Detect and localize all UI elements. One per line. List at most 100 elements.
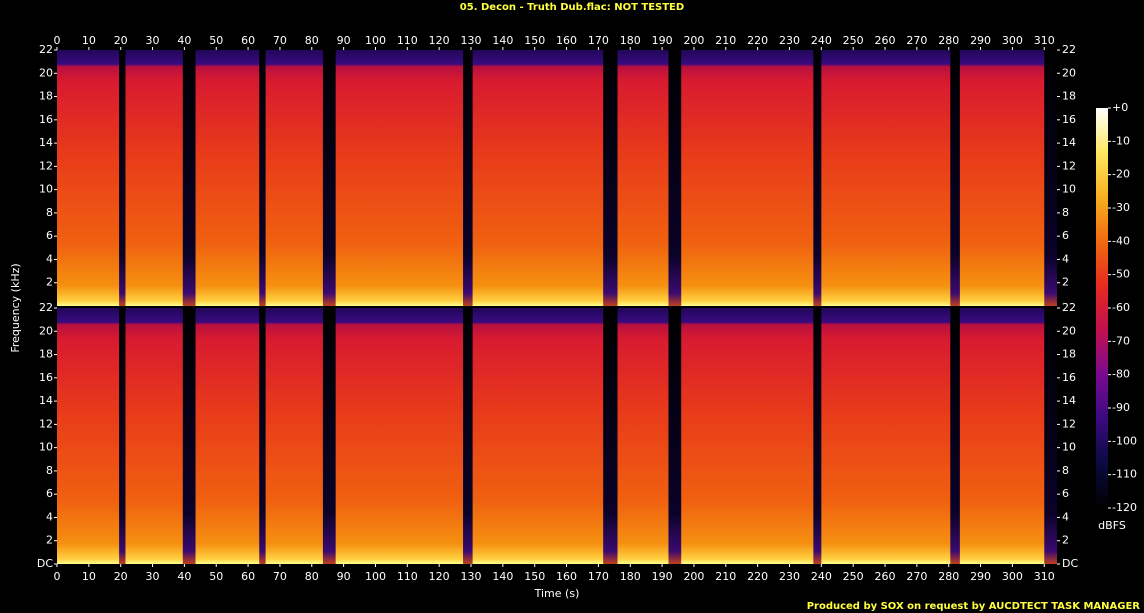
silence xyxy=(259,50,266,306)
y-tick-label: 16 xyxy=(39,371,53,384)
y-tick-label-right: 10 xyxy=(1062,441,1076,454)
silence xyxy=(950,50,960,306)
x-tick-label: 180 xyxy=(620,570,641,583)
x-tick-label-top: 240 xyxy=(811,34,832,47)
x-tick-label: 140 xyxy=(492,570,513,583)
x-tick-label: 50 xyxy=(209,570,223,583)
x-tick-label: 100 xyxy=(365,570,386,583)
y-tick-label-right: 2 xyxy=(1062,276,1069,289)
x-tick-label-top: 230 xyxy=(779,34,800,47)
colorbar-tick-label: -70 xyxy=(1112,334,1130,347)
x-tick-label: 60 xyxy=(241,570,255,583)
y-tick-label-right: 6 xyxy=(1062,229,1069,242)
y-tick-label: 2 xyxy=(46,534,53,547)
y-tick-label: 14 xyxy=(39,136,53,149)
x-tick-label-top: 250 xyxy=(843,34,864,47)
colorbar-tick-label: -10 xyxy=(1112,134,1130,147)
footer: Produced by SOX on request by AUCDTECT T… xyxy=(807,601,1141,612)
y-tick-label: 16 xyxy=(39,113,53,126)
x-tick-label: 170 xyxy=(588,570,609,583)
colorbar-tick-label: -50 xyxy=(1112,268,1130,281)
x-tick-label: 20 xyxy=(114,570,128,583)
y-tick-label-right: 22 xyxy=(1062,43,1076,56)
x-tick-label-top: 20 xyxy=(114,34,128,47)
silence xyxy=(813,308,822,564)
x-tick-label-top: 60 xyxy=(241,34,255,47)
silence xyxy=(813,50,822,306)
y-tick-label: 20 xyxy=(39,324,53,337)
silence xyxy=(668,50,682,306)
y-tick-label-right: 16 xyxy=(1062,371,1076,384)
silence xyxy=(259,308,266,564)
y-tick-label-right: 2 xyxy=(1062,534,1069,547)
x-tick-label: 290 xyxy=(970,570,991,583)
spectrogram-channel xyxy=(57,308,1057,564)
x-tick-label-top: 180 xyxy=(620,34,641,47)
colorbar-tick-label: -100 xyxy=(1112,434,1137,447)
x-tick-label: 260 xyxy=(875,570,896,583)
x-tick-label: 210 xyxy=(715,570,736,583)
y-tick-label: 2 xyxy=(46,276,53,289)
x-tick-label-top: 170 xyxy=(588,34,609,47)
silence xyxy=(463,50,473,306)
x-tick-label-top: 110 xyxy=(397,34,418,47)
x-tick-label: 10 xyxy=(82,570,96,583)
x-tick-label-top: 200 xyxy=(683,34,704,47)
silence xyxy=(182,50,196,306)
x-tick-label: 120 xyxy=(429,570,450,583)
x-tick-label-top: 100 xyxy=(365,34,386,47)
x-tick-label: 220 xyxy=(747,570,768,583)
silence xyxy=(463,308,473,564)
x-tick-label-top: 30 xyxy=(146,34,160,47)
x-tick-label-top: 190 xyxy=(652,34,673,47)
x-tick-label: 160 xyxy=(556,570,577,583)
x-tick-label-top: 310 xyxy=(1034,34,1055,47)
y-tick-label: DC xyxy=(37,557,53,570)
silence xyxy=(668,308,682,564)
silence xyxy=(119,308,126,564)
x-tick-label: 200 xyxy=(683,570,704,583)
x-tick-label: 40 xyxy=(177,570,191,583)
x-tick-label-top: 160 xyxy=(556,34,577,47)
x-tick-label-top: 150 xyxy=(524,34,545,47)
colorbar-tick-label: -60 xyxy=(1112,301,1130,314)
colorbar-tick-label: -30 xyxy=(1112,201,1130,214)
colorbar-label: dBFS xyxy=(1098,519,1126,532)
x-tick-label-top: 0 xyxy=(54,34,61,47)
y-tick-label-right: 18 xyxy=(1062,348,1076,361)
silence xyxy=(1044,308,1057,564)
x-tick-label-top: 220 xyxy=(747,34,768,47)
y-tick-label: 18 xyxy=(39,90,53,103)
colorbar-tick-label: -90 xyxy=(1112,401,1130,414)
chart-title: 05. Decon - Truth Dub.flac: NOT TESTED xyxy=(460,2,684,13)
x-tick-label: 130 xyxy=(461,570,482,583)
y-tick-label-right: 8 xyxy=(1062,206,1069,219)
y-tick-label: 12 xyxy=(39,159,53,172)
y-tick-label: 14 xyxy=(39,394,53,407)
x-tick-label: 240 xyxy=(811,570,832,583)
x-tick-label: 110 xyxy=(397,570,418,583)
y-tick-label-right: 6 xyxy=(1062,487,1069,500)
y-tick-label-right: 12 xyxy=(1062,417,1076,430)
x-tick-label-top: 70 xyxy=(273,34,287,47)
y-tick-label: 6 xyxy=(46,487,53,500)
y-tick-label-right: 18 xyxy=(1062,90,1076,103)
x-tick-label: 300 xyxy=(1002,570,1023,583)
y-tick-label: 22 xyxy=(39,43,53,56)
y-tick-label: 8 xyxy=(46,464,53,477)
silence xyxy=(119,50,126,306)
x-tick-label-top: 300 xyxy=(1002,34,1023,47)
y-tick-label: 18 xyxy=(39,348,53,361)
x-tick-label-top: 120 xyxy=(429,34,450,47)
y-axis-label: Frequency (kHz) xyxy=(9,263,22,352)
x-tick-label-top: 140 xyxy=(492,34,513,47)
x-tick-label: 80 xyxy=(305,570,319,583)
x-tick-label: 30 xyxy=(146,570,160,583)
colorbar-tick-label: -110 xyxy=(1112,468,1137,481)
x-tick-label-top: 40 xyxy=(177,34,191,47)
y-tick-label: 4 xyxy=(46,252,53,265)
x-tick-label: 280 xyxy=(938,570,959,583)
silence xyxy=(322,308,336,564)
y-tick-label-right: 20 xyxy=(1062,66,1076,79)
x-tick-label-top: 290 xyxy=(970,34,991,47)
